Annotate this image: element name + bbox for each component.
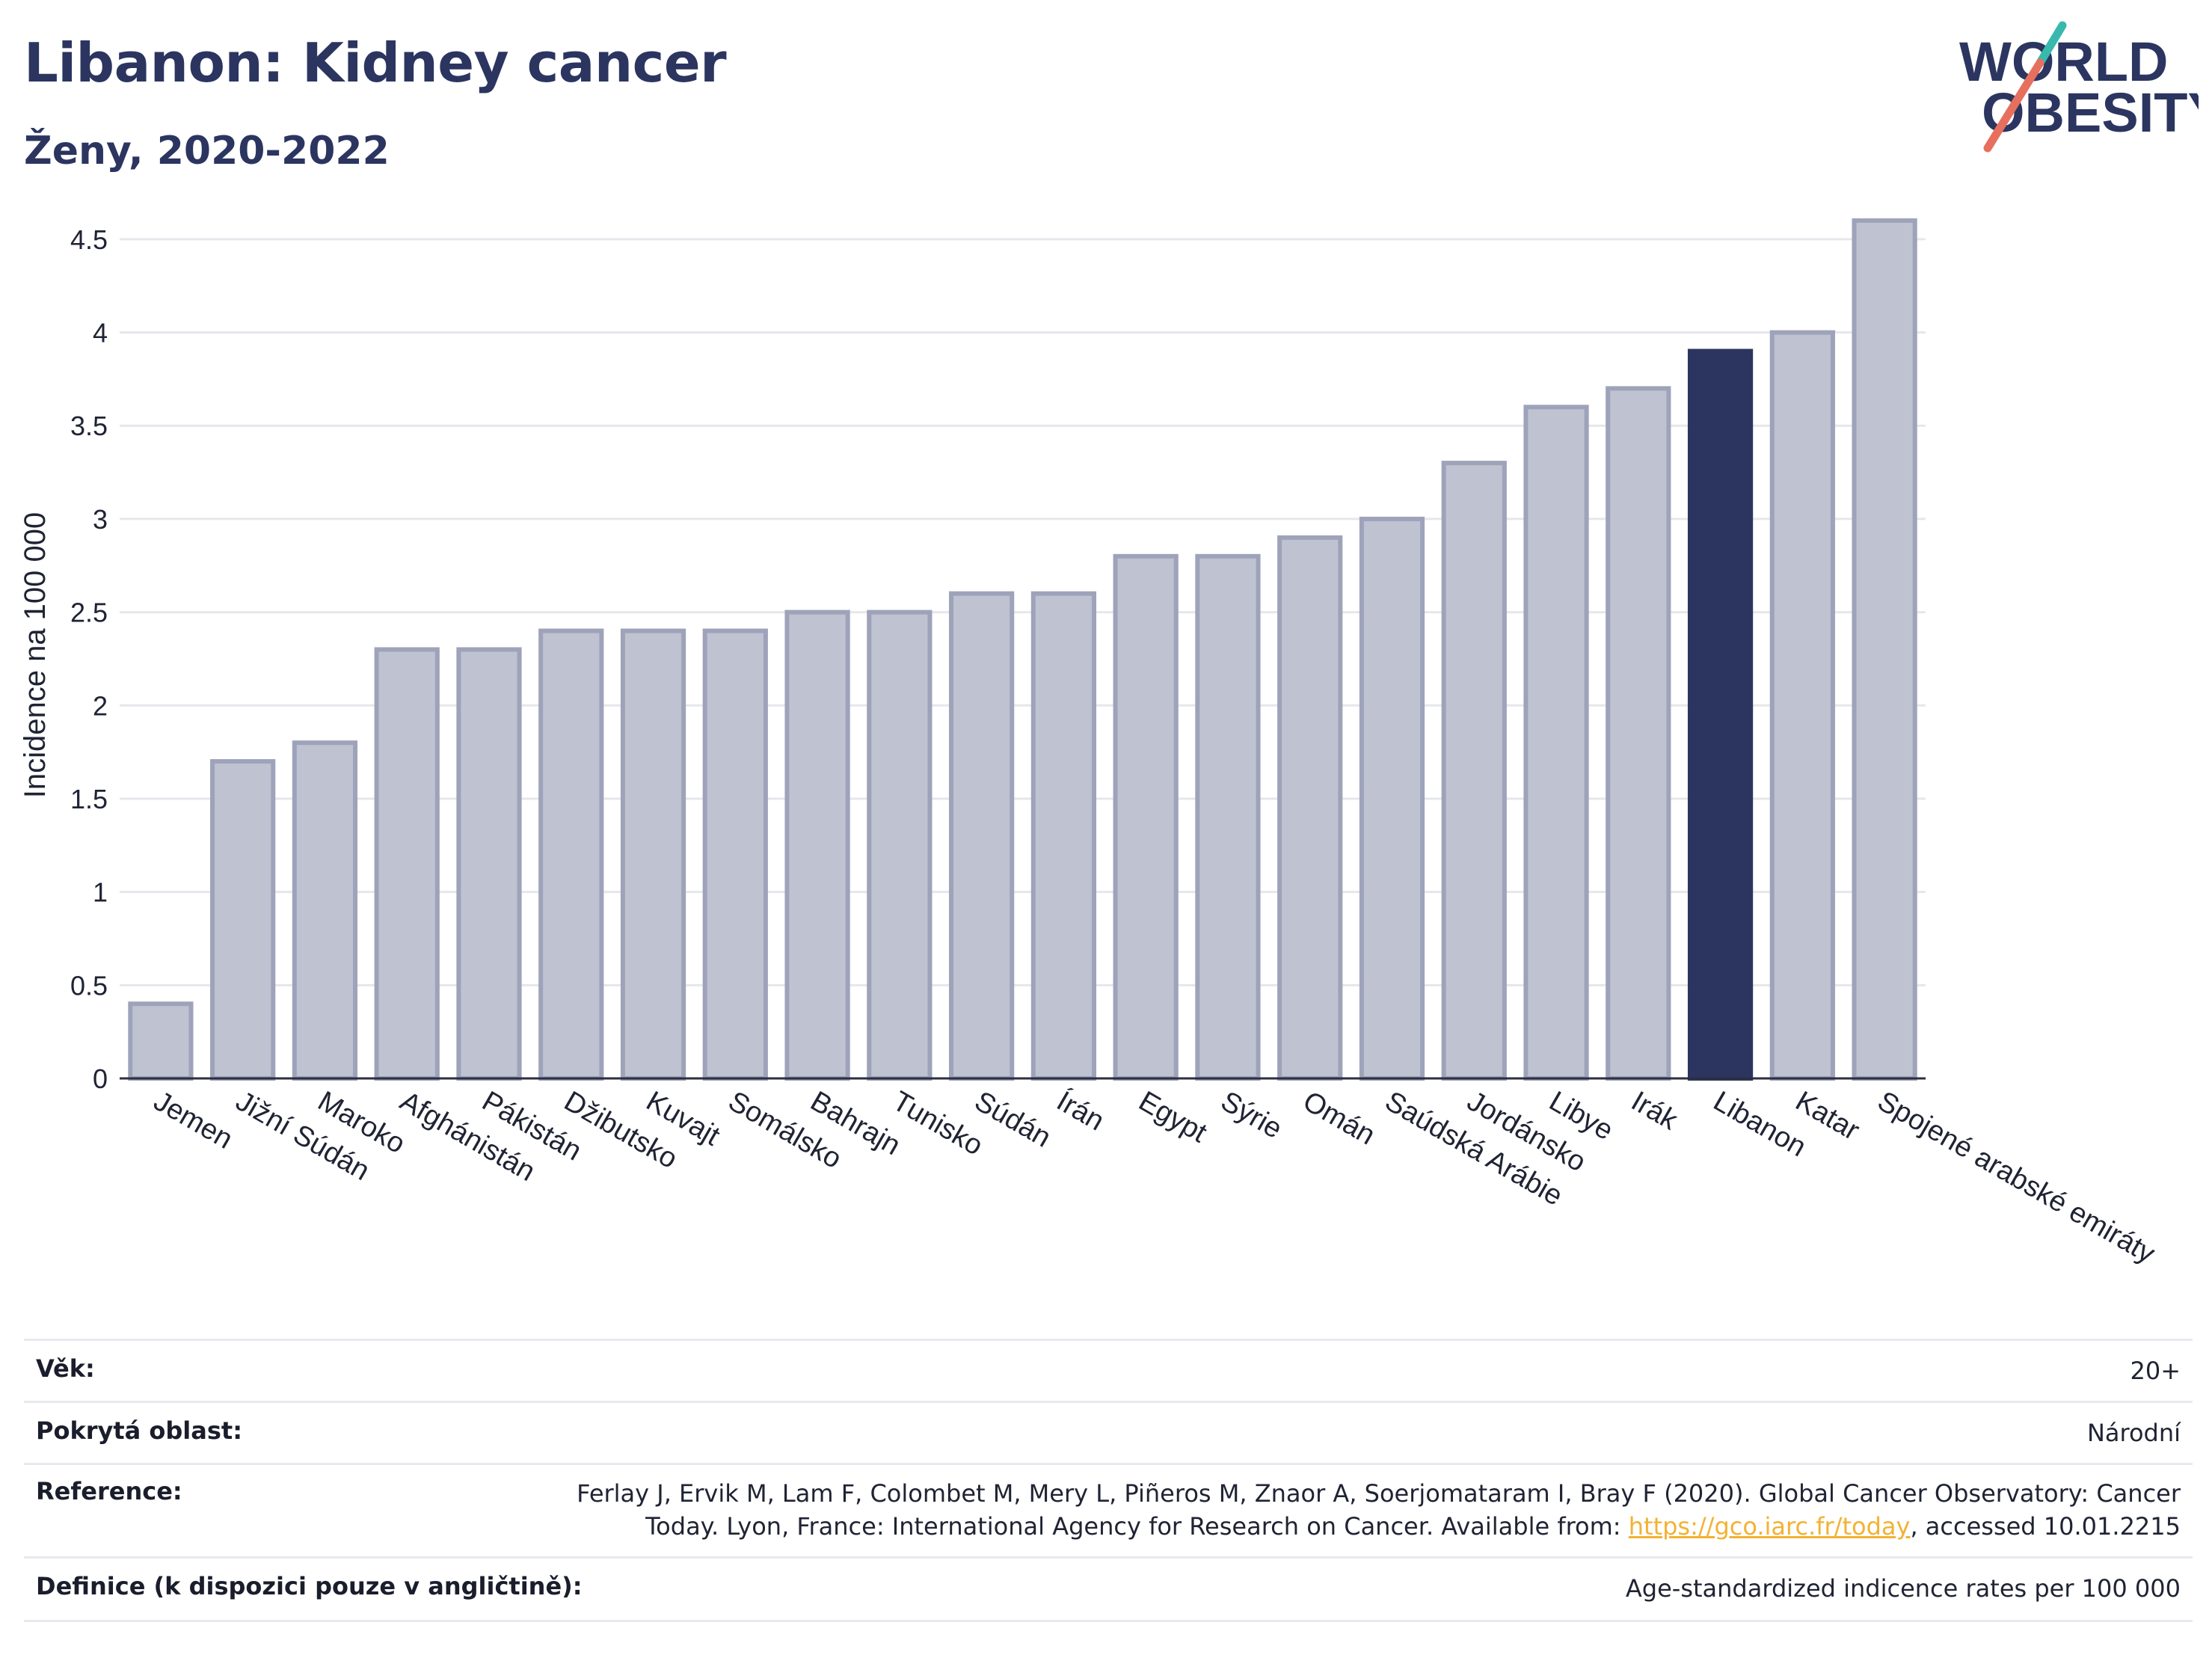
bar-13[interactable] — [1195, 553, 1261, 1081]
y-axis-ticks: 0 0.5 1 1.5 2 2.5 3 3.5 4 4.5 — [70, 224, 108, 1094]
y-tick-label: 2 — [93, 690, 108, 721]
reference-value: Ferlay J, Ervik M, Lam F, Colombet M, Me… — [36, 1465, 2181, 1543]
info-table: Věk: 20+ Pokrytá oblast: Národní Referen… — [24, 1339, 2193, 1622]
reference-line2: Today. Lyon, France: International Agenc… — [36, 1510, 2181, 1543]
bar-5[interactable] — [538, 628, 604, 1081]
y-tick-label: 3 — [93, 504, 108, 535]
info-row-coverage: Pokrytá oblast: Národní — [24, 1401, 2193, 1463]
bar-1[interactable] — [210, 759, 276, 1081]
bar-7[interactable] — [702, 628, 768, 1081]
y-tick-label: 0.5 — [70, 970, 108, 1001]
reference-line2-prefix: Today. Lyon, France: International Agenc… — [645, 1512, 1629, 1541]
bar-14[interactable] — [1277, 535, 1343, 1081]
logo-slash-coral — [1983, 58, 2044, 153]
bar-0[interactable] — [128, 1001, 194, 1081]
bar-19[interactable] — [1687, 348, 1754, 1081]
bar-21[interactable] — [1852, 218, 1917, 1081]
x-tick-label: Spojené arabské emiráty — [1872, 1085, 2160, 1270]
bar-2[interactable] — [292, 740, 358, 1081]
x-tick-label: Sýrie — [1215, 1085, 1287, 1145]
coverage-value: Národní — [2086, 1419, 2181, 1447]
bar-8[interactable] — [784, 610, 850, 1081]
reference-line1: Ferlay J, Ervik M, Lam F, Colombet M, Me… — [577, 1479, 2181, 1508]
y-tick-label: 1.5 — [70, 784, 108, 814]
world-obesity-logo: WORLD OBESITY — [1959, 21, 2199, 153]
reference-label: Reference: — [36, 1477, 182, 1505]
bar-3[interactable] — [374, 647, 440, 1081]
y-tick-label: 3.5 — [70, 411, 108, 441]
bar-11[interactable] — [1030, 591, 1097, 1081]
x-tick-label: Libanon — [1708, 1085, 1811, 1163]
page-subtitle: Ženy, 2020-2022 — [24, 129, 390, 174]
x-tick-label: Írán — [1051, 1085, 1110, 1137]
page-title: Libanon: Kidney cancer — [24, 31, 727, 94]
info-row-definition: Definice (k dispozici pouze v angličtině… — [24, 1556, 2193, 1622]
logo-text-world: WORLD — [1959, 31, 2169, 93]
age-value: 20+ — [2130, 1357, 2181, 1385]
info-row-reference: Reference: Ferlay J, Ervik M, Lam F, Col… — [24, 1463, 2193, 1556]
bar-12[interactable] — [1113, 553, 1179, 1081]
bar-15[interactable] — [1359, 516, 1425, 1081]
bar-17[interactable] — [1523, 405, 1589, 1081]
x-tick-label: Omán — [1297, 1085, 1380, 1151]
bar-20[interactable] — [1769, 330, 1835, 1081]
coverage-label: Pokrytá oblast: — [36, 1416, 242, 1445]
x-tick-label: Egypt — [1134, 1085, 1213, 1149]
x-tick-label: Tunisko — [887, 1085, 988, 1161]
bar-10[interactable] — [948, 591, 1015, 1081]
y-tick-label: 1 — [93, 877, 108, 908]
bar-6[interactable] — [620, 628, 686, 1081]
y-tick-label: 4.5 — [70, 224, 108, 255]
definition-value: Age-standardized indicence rates per 100… — [1625, 1574, 2181, 1603]
info-row-age: Věk: 20+ — [24, 1339, 2193, 1401]
bar-18[interactable] — [1606, 386, 1671, 1081]
bar-4[interactable] — [456, 647, 522, 1081]
chart-bars — [128, 218, 1917, 1081]
x-tick-label: Jemen — [148, 1085, 238, 1155]
age-label: Věk: — [36, 1354, 95, 1383]
bar-16[interactable] — [1441, 461, 1507, 1081]
y-tick-label: 4 — [93, 318, 108, 348]
reference-link[interactable]: https://gco.iarc.fr/today — [1628, 1512, 1911, 1541]
definition-label: Definice (k dispozici pouze v angličtině… — [36, 1572, 583, 1600]
y-tick-label: 0 — [93, 1063, 108, 1094]
bar-9[interactable] — [867, 610, 933, 1081]
y-tick-label: 2.5 — [70, 598, 108, 628]
y-axis-label: Incidence na 100 000 — [19, 512, 52, 799]
reference-line2-suffix: , accessed 10.01.2215 — [1910, 1512, 2181, 1541]
x-tick-label: Irák — [1626, 1085, 1683, 1137]
logo-slash-teal — [2036, 21, 2067, 67]
